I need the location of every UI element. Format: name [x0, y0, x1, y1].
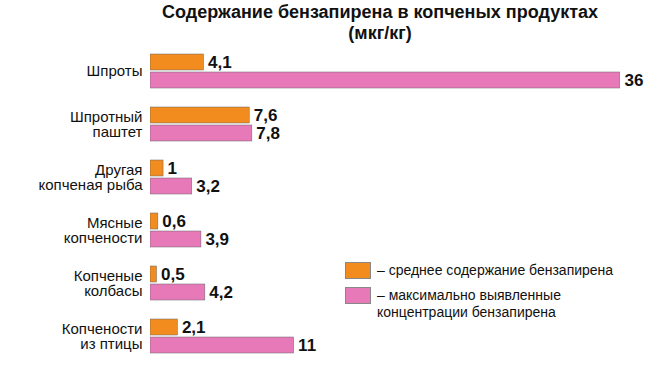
svg-text:11: 11	[298, 336, 316, 355]
svg-text:Копченыеколбасы: Копченыеколбасы	[74, 267, 143, 299]
svg-text:7,8: 7,8	[256, 124, 280, 143]
html-text:Содержание бензапирена в копче: Содержание бензапирена в копченых продук…	[162, 2, 598, 43]
svg-text:3,9: 3,9	[205, 230, 229, 249]
html-text:– максимально выявленные конце: – максимально выявленные концентрации бе…	[377, 287, 561, 320]
svg-text:Шпротныйпаштет: Шпротныйпаштет	[70, 108, 143, 140]
html-text:– среднее содержание бензапире: – среднее содержание бензапирена	[377, 262, 614, 278]
svg-text:36: 36	[625, 71, 644, 90]
svg-text:3,2: 3,2	[196, 177, 220, 196]
svg-text:4,2: 4,2	[209, 283, 233, 302]
svg-text:4,1: 4,1	[208, 53, 232, 72]
svg-text:Мясныекопчености: Мясныекопчености	[64, 214, 143, 246]
svg-text:2,1: 2,1	[182, 318, 206, 337]
svg-text:7,6: 7,6	[254, 106, 278, 125]
svg-text:0,5: 0,5	[161, 265, 185, 284]
svg-text:Копченостииз птицы: Копченостииз птицы	[62, 320, 143, 352]
svg-text:Шпроты: Шпроты	[87, 62, 143, 79]
svg-text:Другаякопченая рыба: Другаякопченая рыба	[39, 161, 144, 193]
svg-text:0,6: 0,6	[162, 212, 186, 231]
svg-text:1: 1	[168, 159, 177, 178]
